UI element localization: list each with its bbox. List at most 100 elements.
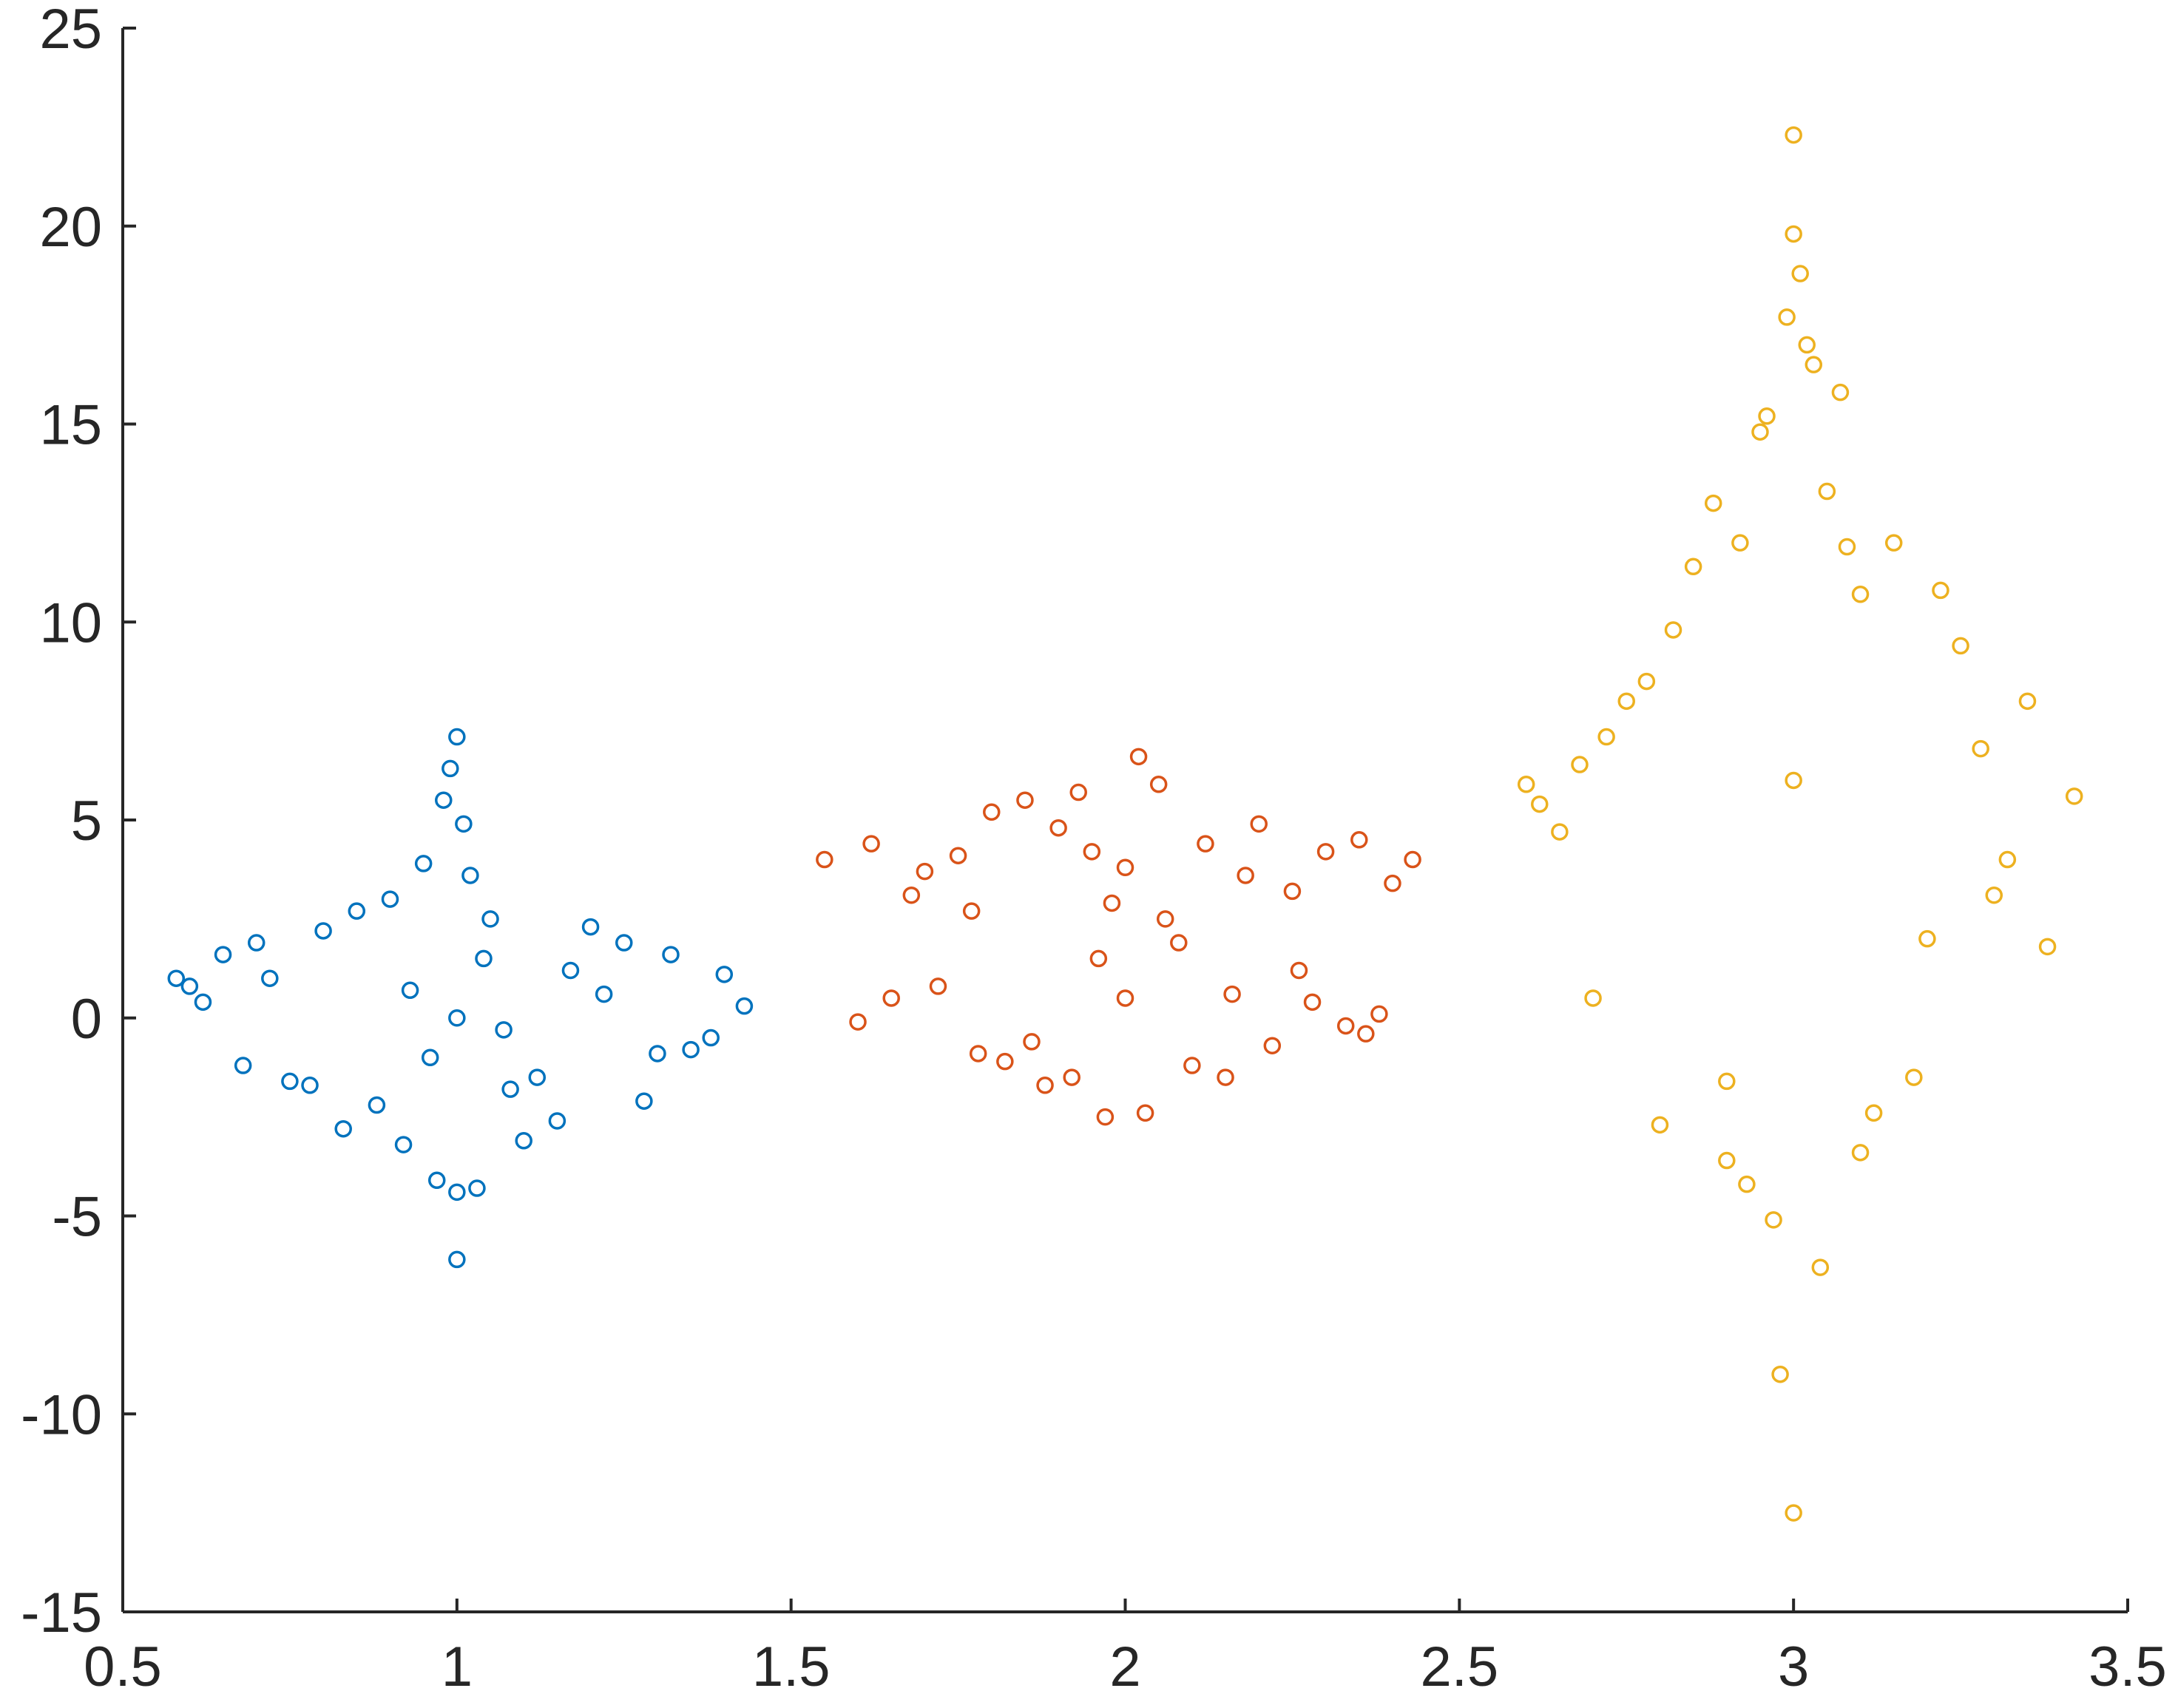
point (234, 1057, 252, 1074)
point (1851, 586, 1870, 603)
point (1316, 843, 1335, 861)
point (1049, 819, 1067, 837)
point (1303, 993, 1322, 1011)
point (1136, 1104, 1154, 1122)
point (1751, 423, 1769, 441)
point (1785, 1504, 1802, 1522)
point (662, 946, 680, 963)
point (1223, 985, 1241, 1003)
point (2018, 692, 2037, 711)
point (435, 791, 453, 809)
point (1952, 637, 1969, 655)
point (1637, 672, 1656, 691)
point (595, 985, 613, 1003)
point (1116, 858, 1134, 877)
point (1664, 621, 1682, 639)
x-tick-label: 3.5 (2089, 1636, 2167, 1698)
point (1778, 308, 1796, 326)
point (902, 886, 921, 904)
point (1571, 756, 1589, 773)
point (334, 1119, 352, 1138)
point (348, 902, 366, 920)
point (1584, 989, 1602, 1007)
point (368, 1096, 386, 1114)
point (281, 1072, 299, 1091)
x-tick-label: 1.5 (752, 1636, 831, 1698)
y-tick-label: 15 (39, 394, 102, 457)
point (1551, 823, 1569, 841)
point (1798, 336, 1816, 354)
point (1517, 776, 1535, 793)
y-tick-label: 10 (39, 592, 102, 654)
y-tick-label: 5 (71, 790, 102, 853)
point (1785, 126, 1802, 144)
point (962, 902, 981, 920)
point (1758, 407, 1776, 425)
point (1985, 886, 2003, 904)
point (1771, 1365, 1789, 1383)
point (1831, 383, 1850, 401)
point (1357, 1025, 1375, 1043)
point (1905, 1068, 1923, 1086)
point (381, 890, 399, 908)
point (1350, 831, 1368, 849)
point (1197, 835, 1214, 853)
y-tick-label: 25 (39, 0, 102, 61)
point (468, 1179, 486, 1197)
point (1016, 791, 1034, 809)
point (1811, 1258, 1830, 1276)
point (180, 977, 199, 995)
point (1684, 558, 1702, 576)
point (1103, 894, 1121, 912)
point (702, 1028, 720, 1047)
y-tick-label: 0 (71, 988, 102, 1051)
point (1864, 1104, 1883, 1122)
point (394, 1136, 413, 1153)
point (1851, 1144, 1870, 1162)
point (862, 835, 880, 853)
point (2065, 787, 2083, 805)
point (214, 946, 232, 963)
point (1404, 850, 1421, 869)
point (1785, 225, 1802, 243)
point (1785, 771, 1802, 790)
point (515, 1132, 532, 1150)
point (1704, 494, 1722, 512)
point (194, 993, 212, 1011)
point (481, 910, 499, 928)
point (735, 997, 754, 1015)
point (1972, 739, 1989, 758)
y-tick-label: -5 (52, 1186, 102, 1249)
point (448, 1009, 466, 1027)
point (1116, 989, 1134, 1007)
point (916, 862, 934, 881)
point (882, 989, 900, 1007)
point (1290, 961, 1308, 980)
y-tick-label: 20 (39, 196, 102, 259)
point (649, 1045, 666, 1063)
x-tick-label: 1 (442, 1636, 473, 1698)
point (1156, 910, 1174, 928)
point (461, 867, 479, 884)
point (1036, 1077, 1054, 1094)
point (1718, 1072, 1736, 1091)
point (1183, 1057, 1201, 1074)
point (1818, 482, 1836, 501)
point (1096, 1108, 1115, 1126)
point (301, 1077, 319, 1094)
point (1998, 850, 2017, 869)
point (1283, 882, 1302, 901)
point (929, 977, 947, 995)
point (1617, 692, 1635, 711)
point (561, 961, 580, 980)
point (528, 1068, 547, 1086)
point (448, 728, 466, 746)
point (1805, 356, 1823, 373)
point (816, 850, 833, 869)
point (501, 1080, 519, 1098)
y-tick-label: -10 (21, 1383, 102, 1446)
point (581, 918, 600, 936)
y-tick-label: -15 (21, 1582, 102, 1644)
x-tick-label: 0.5 (84, 1636, 162, 1698)
